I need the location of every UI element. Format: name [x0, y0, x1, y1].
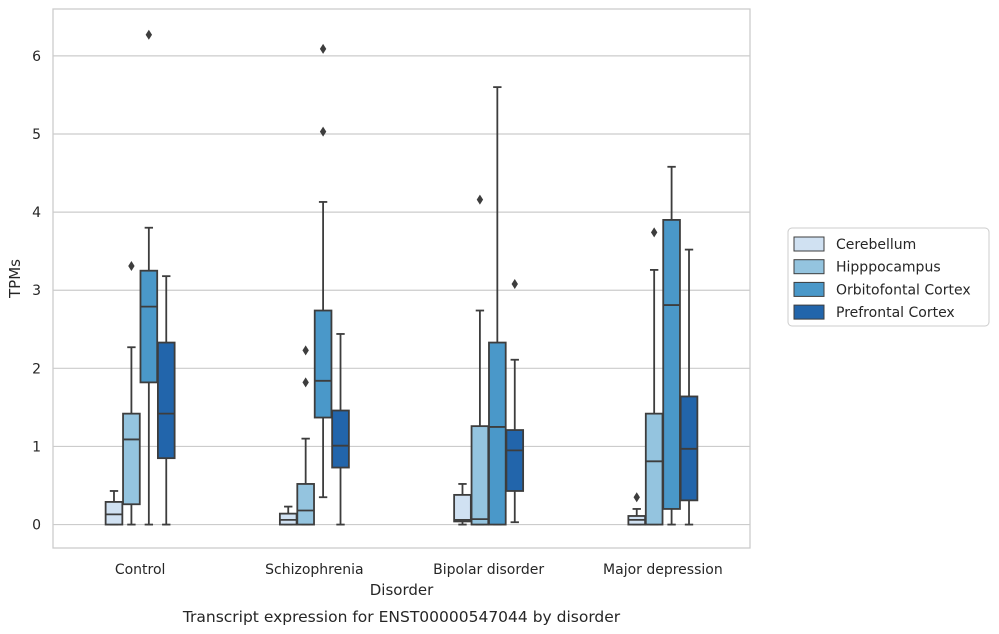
outlier-point	[302, 345, 309, 356]
box-plot	[331, 333, 350, 526]
outlier-point	[145, 29, 153, 40]
boxes	[104, 29, 699, 526]
box	[122, 412, 141, 506]
legend-label: Hipppocampus	[836, 260, 941, 276]
y-axis-label: TPMs	[6, 259, 24, 299]
y-tick-label: 1	[32, 439, 41, 455]
legend-swatch	[793, 236, 825, 252]
box	[470, 425, 490, 526]
y-tick-label: 5	[32, 127, 41, 143]
box	[453, 493, 472, 523]
outlier-point	[633, 492, 640, 503]
outlier-point	[319, 126, 327, 137]
box-plot	[156, 275, 176, 526]
y-tick-label: 2	[32, 361, 41, 377]
box-plot	[139, 29, 159, 526]
y-tick-labels: 0 1 2 3 4 5 6	[32, 49, 41, 534]
box-plot	[296, 345, 315, 526]
box	[505, 429, 525, 492]
box	[313, 309, 333, 419]
x-tick-label: Major depression	[603, 562, 723, 578]
y-tick-label: 3	[32, 283, 41, 299]
legend: Cerebellum Hipppocampus Orbitofontal Corte…	[787, 227, 990, 327]
box	[296, 483, 315, 526]
x-tick-label: Control	[115, 562, 166, 578]
box-plot	[313, 43, 333, 499]
outlier-point	[511, 278, 518, 289]
box	[331, 409, 350, 469]
plot-frame	[52, 8, 751, 549]
outlier-point	[476, 194, 484, 205]
legend-label: Orbitofontal Cortex	[836, 282, 971, 298]
x-axis-label: Disorder	[370, 581, 434, 599]
box-plot	[104, 490, 124, 526]
box	[104, 501, 124, 526]
legend-swatch	[793, 259, 825, 275]
y-tick-label: 4	[32, 205, 41, 221]
box	[662, 219, 681, 510]
x-tick-labels: Control Schizophrenia Bipolar disorder Majo…	[115, 562, 723, 578]
y-tick-label: 0	[32, 518, 41, 534]
outlier-point	[302, 377, 309, 388]
legend-swatch	[793, 281, 825, 297]
legend-frame	[787, 227, 990, 327]
box-plot	[662, 165, 681, 526]
box	[156, 341, 176, 460]
legend-swatch	[793, 304, 825, 320]
outlier-point	[319, 43, 327, 54]
box	[488, 341, 507, 526]
chart-caption: Transcript expression for ENST0000054704…	[182, 608, 621, 626]
box-plot	[122, 261, 141, 526]
y-tick-label: 6	[32, 49, 41, 65]
legend-label: Prefrontal Cortex	[836, 305, 955, 321]
x-tick-label: Schizophrenia	[265, 562, 363, 578]
outlier-point	[650, 227, 658, 238]
x-tick-label: Bipolar disorder	[433, 562, 544, 578]
box	[139, 269, 159, 384]
box-plot	[644, 227, 664, 526]
legend-label: Cerebellum	[836, 237, 916, 253]
outlier-point	[128, 261, 135, 272]
box-plot	[679, 248, 699, 526]
box	[644, 412, 664, 526]
box-plot	[505, 278, 525, 524]
